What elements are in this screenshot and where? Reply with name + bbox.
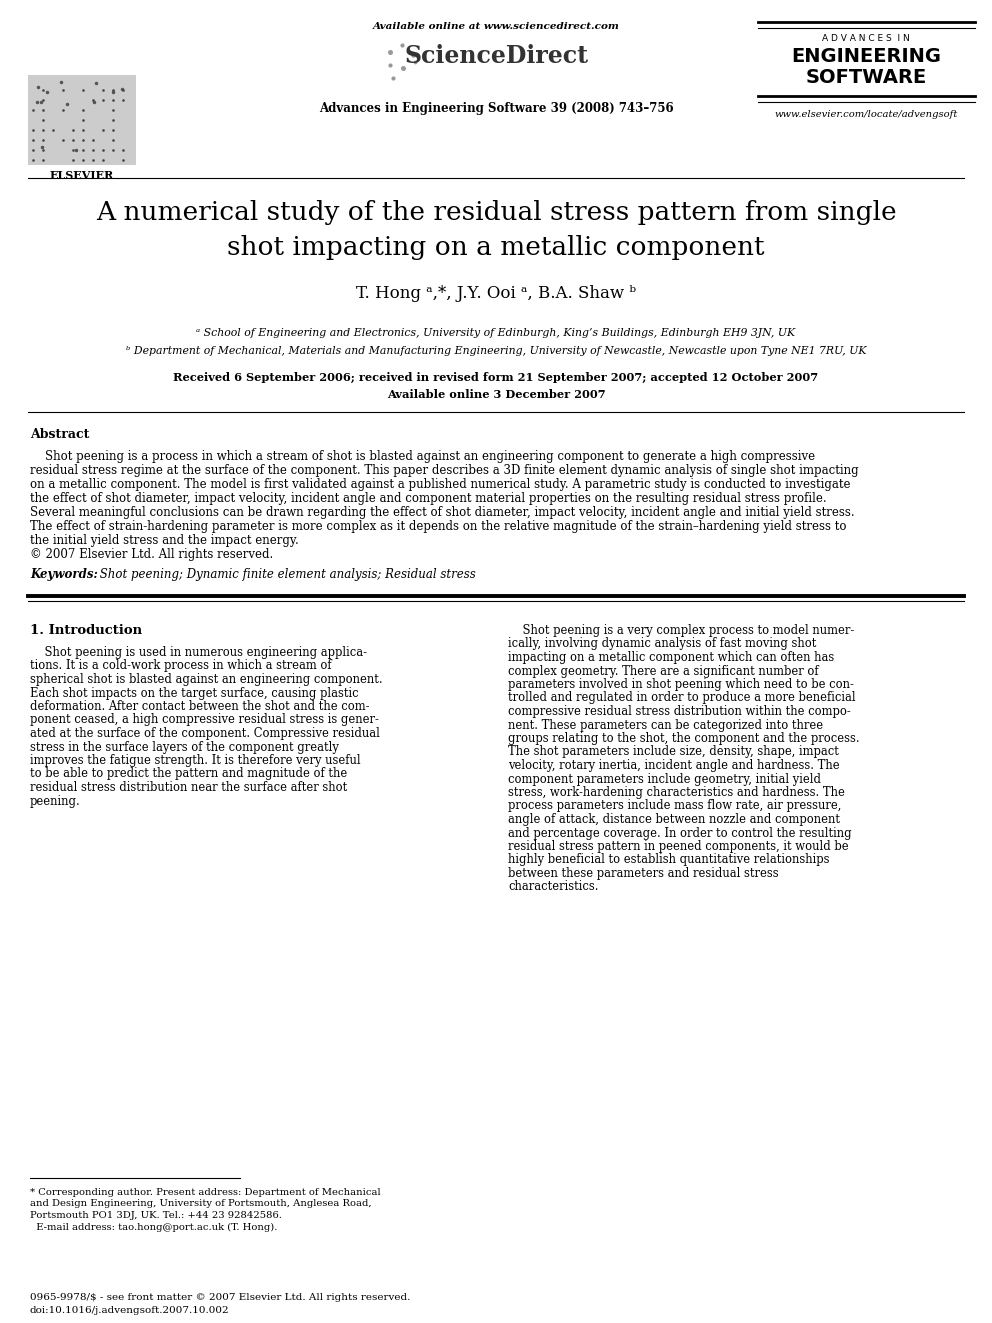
Text: nent. These parameters can be categorized into three: nent. These parameters can be categorize… (508, 718, 823, 732)
Text: spherical shot is blasted against an engineering component.: spherical shot is blasted against an eng… (30, 673, 383, 687)
Text: residual stress pattern in peened components, it would be: residual stress pattern in peened compon… (508, 840, 848, 853)
Bar (28, 75, 136, 165)
Text: ically, involving dynamic analysis of fast moving shot: ically, involving dynamic analysis of fa… (508, 638, 816, 651)
Text: stress, work-hardening characteristics and hardness. The: stress, work-hardening characteristics a… (508, 786, 845, 799)
Text: the effect of shot diameter, impact velocity, incident angle and component mater: the effect of shot diameter, impact velo… (30, 492, 826, 505)
Text: ENGINEERING: ENGINEERING (791, 48, 941, 66)
Text: the initial yield stress and the impact energy.: the initial yield stress and the impact … (30, 534, 299, 546)
Text: The shot parameters include size, density, shape, impact: The shot parameters include size, densit… (508, 745, 839, 758)
Text: The effect of strain-hardening parameter is more complex as it depends on the re: The effect of strain-hardening parameter… (30, 520, 846, 533)
Text: T. Hong ᵃ,*, J.Y. Ooi ᵃ, B.A. Shaw ᵇ: T. Hong ᵃ,*, J.Y. Ooi ᵃ, B.A. Shaw ᵇ (356, 284, 636, 302)
Text: parameters involved in shot peening which need to be con-: parameters involved in shot peening whic… (508, 677, 854, 691)
Text: * Corresponding author. Present address: Department of Mechanical: * Corresponding author. Present address:… (30, 1188, 381, 1197)
Text: between these parameters and residual stress: between these parameters and residual st… (508, 867, 779, 880)
Text: Available online 3 December 2007: Available online 3 December 2007 (387, 389, 605, 400)
Text: impacting on a metallic component which can often has: impacting on a metallic component which … (508, 651, 834, 664)
Text: Received 6 September 2006; received in revised form 21 September 2007; accepted : Received 6 September 2006; received in r… (174, 372, 818, 384)
Text: shot impacting on a metallic component: shot impacting on a metallic component (227, 235, 765, 261)
Text: improves the fatigue strength. It is therefore very useful: improves the fatigue strength. It is the… (30, 754, 361, 767)
Text: angle of attack, distance between nozzle and component: angle of attack, distance between nozzle… (508, 814, 840, 826)
Text: highly beneficial to establish quantitative relationships: highly beneficial to establish quantitat… (508, 853, 829, 867)
Text: compressive residual stress distribution within the compo-: compressive residual stress distribution… (508, 705, 851, 718)
Text: Several meaningful conclusions can be drawn regarding the effect of shot diamete: Several meaningful conclusions can be dr… (30, 505, 855, 519)
Text: ᵃ School of Engineering and Electronics, University of Edinburgh, King’s Buildin: ᵃ School of Engineering and Electronics,… (196, 328, 796, 337)
Text: on a metallic component. The model is first validated against a published numeri: on a metallic component. The model is fi… (30, 478, 850, 491)
Text: to be able to predict the pattern and magnitude of the: to be able to predict the pattern and ma… (30, 767, 347, 781)
Text: stress in the surface layers of the component greatly: stress in the surface layers of the comp… (30, 741, 339, 754)
Text: ELSEVIER: ELSEVIER (50, 169, 114, 181)
Text: Portsmouth PO1 3DJ, UK. Tel.: +44 23 92842586.: Portsmouth PO1 3DJ, UK. Tel.: +44 23 928… (30, 1211, 282, 1220)
Text: component parameters include geometry, initial yield: component parameters include geometry, i… (508, 773, 821, 786)
Text: and percentage coverage. In order to control the resulting: and percentage coverage. In order to con… (508, 827, 851, 840)
Text: characteristics.: characteristics. (508, 881, 598, 893)
Text: ScienceDirect: ScienceDirect (404, 44, 588, 67)
Text: SOFTWARE: SOFTWARE (806, 67, 927, 87)
Text: trolled and regulated in order to produce a more beneficial: trolled and regulated in order to produc… (508, 692, 856, 705)
Text: Available online at www.sciencedirect.com: Available online at www.sciencedirect.co… (373, 22, 619, 30)
Text: complex geometry. There are a significant number of: complex geometry. There are a significan… (508, 664, 818, 677)
Text: and Design Engineering, University of Portsmouth, Anglesea Road,: and Design Engineering, University of Po… (30, 1200, 372, 1208)
Text: peening.: peening. (30, 795, 80, 807)
Text: www.elsevier.com/locate/advengsoft: www.elsevier.com/locate/advengsoft (775, 110, 957, 119)
Text: Shot peening is a very complex process to model numer-: Shot peening is a very complex process t… (508, 624, 854, 636)
Text: ᵇ Department of Mechanical, Materials and Manufacturing Engineering, University : ᵇ Department of Mechanical, Materials an… (126, 347, 866, 356)
Text: deformation. After contact between the shot and the com-: deformation. After contact between the s… (30, 700, 369, 713)
Text: A D V A N C E S  I N: A D V A N C E S I N (822, 34, 910, 44)
Text: Abstract: Abstract (30, 429, 89, 441)
Text: ponent ceased, a high compressive residual stress is gener-: ponent ceased, a high compressive residu… (30, 713, 379, 726)
Text: velocity, rotary inertia, incident angle and hardness. The: velocity, rotary inertia, incident angle… (508, 759, 839, 773)
Text: residual stress distribution near the surface after shot: residual stress distribution near the su… (30, 781, 347, 794)
Text: A numerical study of the residual stress pattern from single: A numerical study of the residual stress… (95, 200, 897, 225)
Text: © 2007 Elsevier Ltd. All rights reserved.: © 2007 Elsevier Ltd. All rights reserved… (30, 548, 273, 561)
Text: 0965-9978/$ - see front matter © 2007 Elsevier Ltd. All rights reserved.: 0965-9978/$ - see front matter © 2007 El… (30, 1293, 411, 1302)
Text: Keywords:: Keywords: (30, 568, 98, 581)
Text: Shot peening is used in numerous engineering applica-: Shot peening is used in numerous enginee… (30, 646, 367, 659)
Text: E-mail address: tao.hong@port.ac.uk (T. Hong).: E-mail address: tao.hong@port.ac.uk (T. … (30, 1222, 278, 1232)
Text: Shot peening; Dynamic finite element analysis; Residual stress: Shot peening; Dynamic finite element ana… (96, 568, 476, 581)
Text: Shot peening is a process in which a stream of shot is blasted against an engine: Shot peening is a process in which a str… (30, 450, 815, 463)
Text: Each shot impacts on the target surface, causing plastic: Each shot impacts on the target surface,… (30, 687, 359, 700)
Text: process parameters include mass flow rate, air pressure,: process parameters include mass flow rat… (508, 799, 841, 812)
Text: tions. It is a cold-work process in which a stream of: tions. It is a cold-work process in whic… (30, 659, 331, 672)
Text: 1. Introduction: 1. Introduction (30, 624, 142, 636)
Text: doi:10.1016/j.advengsoft.2007.10.002: doi:10.1016/j.advengsoft.2007.10.002 (30, 1306, 229, 1315)
Text: Advances in Engineering Software 39 (2008) 743–756: Advances in Engineering Software 39 (200… (318, 102, 674, 115)
Text: ated at the surface of the component. Compressive residual: ated at the surface of the component. Co… (30, 728, 380, 740)
Text: groups relating to the shot, the component and the process.: groups relating to the shot, the compone… (508, 732, 860, 745)
Text: residual stress regime at the surface of the component. This paper describes a 3: residual stress regime at the surface of… (30, 464, 859, 478)
